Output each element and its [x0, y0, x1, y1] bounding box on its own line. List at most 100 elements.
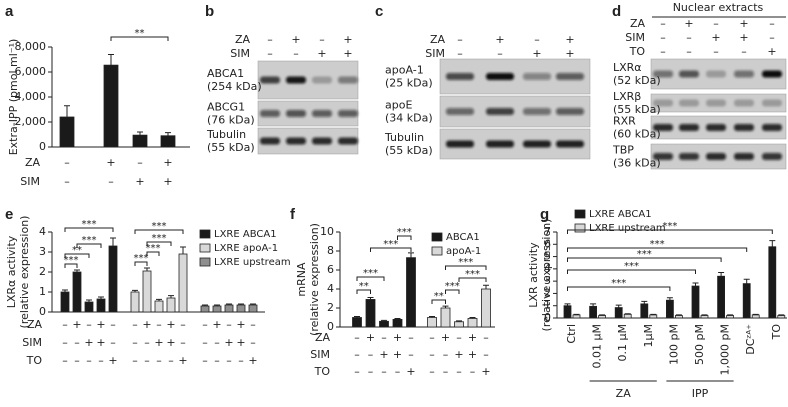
condition-sign: –	[74, 336, 80, 349]
condition-sign: –	[443, 365, 449, 378]
error-bar	[743, 278, 750, 284]
blot-band	[679, 99, 699, 107]
blot-band	[653, 70, 673, 78]
error-bar	[675, 314, 682, 316]
x-tick-label: 0.1 µM	[616, 324, 629, 361]
condition-sign: –	[443, 348, 449, 361]
condition-sign: +	[393, 348, 402, 361]
condition-sign: +	[739, 17, 748, 30]
blot-band	[653, 99, 673, 107]
y-axis-label: Extra-IPP (pmol ml⁻¹)	[7, 39, 20, 156]
blot-band	[286, 110, 306, 117]
significance-label: ***	[152, 221, 167, 232]
condition-sign: +	[108, 354, 117, 367]
significance-bracket	[64, 227, 114, 232]
panel-letter: e	[5, 206, 13, 223]
condition-sign: –	[110, 336, 116, 349]
bar	[178, 253, 188, 313]
condition-sign: +	[565, 33, 574, 46]
blot-band	[762, 124, 782, 131]
condition-sign: –	[98, 354, 104, 367]
significance-label: ***	[82, 235, 97, 246]
condition-sign: +	[212, 318, 221, 331]
blot-band	[734, 70, 754, 78]
condition-sign: –	[660, 31, 666, 44]
condition-sign: –	[62, 354, 68, 367]
error-bar	[394, 317, 401, 320]
bar	[598, 315, 606, 319]
error-bar	[650, 313, 657, 315]
bar	[160, 135, 176, 148]
legend-label: LXRE apoA-1	[214, 243, 278, 254]
error-bar	[727, 314, 734, 316]
error-bar	[202, 304, 208, 306]
significance-bracket	[110, 36, 169, 41]
bar	[481, 288, 491, 328]
error-bar	[64, 105, 70, 117]
blot-band	[312, 137, 332, 145]
legend-swatch	[199, 257, 211, 267]
error-bar	[144, 267, 150, 271]
significance-bracket	[134, 261, 148, 266]
condition-sign: –	[202, 318, 208, 331]
legend-label: LXRE upstream	[214, 257, 291, 268]
band-size: (55 kDa)	[385, 144, 433, 157]
significance-bracket	[431, 299, 446, 304]
condition-label: ZA	[25, 156, 41, 169]
panel-letter: d	[612, 3, 621, 20]
band-name: Tubulin	[206, 128, 246, 141]
band-size: (34 kDa)	[385, 112, 433, 125]
significance-bracket	[567, 247, 748, 252]
significance-label: ***	[383, 239, 398, 250]
significance-label: ***	[82, 219, 97, 230]
condition-sign: +	[406, 365, 415, 378]
condition-sign: –	[202, 354, 208, 367]
condition-sign: +	[379, 348, 388, 361]
condition-sign: +	[106, 156, 115, 169]
bar	[751, 314, 760, 319]
bar	[108, 245, 118, 313]
condition-sign: –	[108, 175, 114, 188]
y-tick-label: 3	[39, 245, 46, 258]
y-axis-label: (relative expression)	[540, 219, 553, 332]
condition-sign: +	[343, 47, 352, 60]
condition-label: SIM	[230, 47, 250, 60]
condition-sign: –	[660, 45, 666, 58]
blot-band	[679, 70, 699, 78]
error-bar	[590, 303, 597, 307]
condition-sign: –	[713, 17, 719, 30]
significance-bracket	[356, 276, 385, 281]
condition-label: SIM	[22, 336, 42, 349]
blot-band	[260, 110, 280, 117]
significance-bracket	[445, 265, 487, 270]
error-bar	[367, 297, 374, 300]
condition-sign: –	[457, 47, 463, 60]
bar	[212, 305, 222, 313]
blot-band	[338, 110, 358, 117]
condition-sign: +	[142, 318, 151, 331]
y-tick-label: 6	[544, 237, 551, 250]
significance-label: ***	[146, 243, 161, 254]
bar	[563, 305, 572, 319]
condition-sign: –	[354, 331, 360, 344]
condition-label: ZA	[27, 318, 43, 331]
significance-label: ***	[363, 268, 378, 279]
condition-sign: +	[767, 45, 776, 58]
error-bar	[752, 313, 759, 315]
y-tick-label: 6,000	[15, 65, 47, 78]
condition-sign: –	[483, 348, 489, 361]
condition-sign: –	[456, 365, 462, 378]
condition-sign: +	[178, 354, 187, 367]
condition-sign: –	[250, 318, 256, 331]
significance-bracket	[458, 277, 487, 282]
condition-sign: +	[96, 336, 105, 349]
legend-swatch	[431, 232, 443, 242]
condition-sign: –	[64, 175, 70, 188]
condition-label: ZA	[630, 17, 646, 30]
condition-label: SIM	[425, 47, 445, 60]
blot-band	[338, 76, 358, 84]
condition-sign: –	[180, 336, 186, 349]
x-tick-label: DCᶻᴬ⁺	[744, 324, 757, 355]
condition-label: TO	[629, 45, 646, 58]
blot-band	[486, 140, 514, 148]
